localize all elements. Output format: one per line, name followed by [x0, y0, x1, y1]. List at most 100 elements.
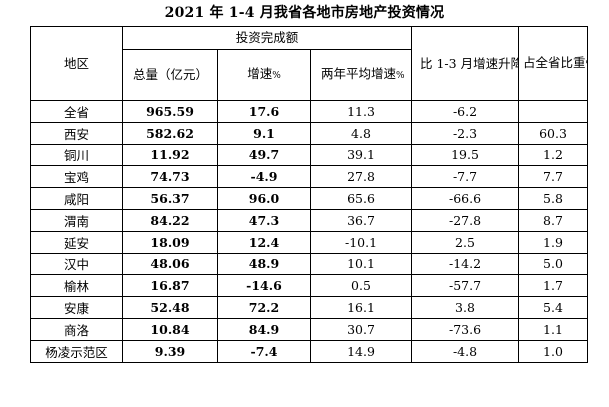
cell-total: 965.59 [122, 100, 218, 123]
cell-region: 咸阳 [30, 187, 123, 210]
cell-total: 9.39 [122, 339, 218, 363]
table-row: 西安 582.62 9.1 4.8 -2.3 60.3 [30, 121, 588, 145]
cell-two-year-avg: 14.9 [310, 339, 412, 363]
table-row: 延安 18.09 12.4 -10.1 2.5 1.9 [30, 230, 588, 254]
header-share: 占全省比重% [518, 26, 588, 101]
cell-growth: -4.9 [217, 165, 311, 189]
cell-total: 582.62 [122, 121, 218, 145]
cell-two-year-avg: 30.7 [310, 317, 412, 341]
cell-share [518, 100, 588, 123]
header-row-1: 地区 投资完成额 比 1-3 月增速升降百分点 占全省比重% [30, 26, 588, 101]
cell-region: 渭南 [30, 208, 123, 232]
cell-change: 2.5 [411, 230, 519, 254]
table-row: 杨凌示范区 9.39 -7.4 14.9 -4.8 1.0 [30, 339, 588, 363]
cell-growth: 49.7 [217, 143, 311, 167]
cell-share: 5.0 [518, 252, 588, 276]
cell-total: 84.22 [122, 208, 218, 232]
cell-change: -14.2 [411, 252, 519, 276]
table-row: 全省 965.59 17.6 11.3 -6.2 [30, 100, 588, 123]
cell-share: 7.7 [518, 165, 588, 189]
cell-change: -73.6 [411, 317, 519, 341]
header-growth-unit: % [272, 71, 281, 81]
cell-share: 1.0 [518, 339, 588, 363]
cell-region: 商洛 [30, 317, 123, 341]
cell-two-year-avg: 4.8 [310, 121, 412, 145]
table-row: 榆林 16.87 -14.6 0.5 -57.7 1.7 [30, 274, 588, 298]
cell-growth: 47.3 [217, 208, 311, 232]
cell-total: 74.73 [122, 165, 218, 189]
cell-growth: 72.2 [217, 296, 311, 319]
cell-two-year-avg: 36.7 [310, 208, 412, 232]
investment-table: 地区 投资完成额 比 1-3 月增速升降百分点 占全省比重% 总量（亿元） 增速… [30, 26, 588, 363]
table-row: 铜川 11.92 49.7 39.1 19.5 1.2 [30, 143, 588, 167]
table-title: 2021 年 1-4 月我省各地市房地产投资情况 [164, 5, 445, 21]
cell-share: 1.1 [518, 317, 588, 341]
cell-change: 3.8 [411, 296, 519, 319]
cell-growth: 17.6 [217, 100, 311, 123]
cell-region: 安康 [30, 296, 123, 319]
cell-two-year-avg: 27.8 [310, 165, 412, 189]
cell-growth: 12.4 [217, 230, 311, 254]
cell-region: 全省 [30, 100, 123, 123]
cell-change: -7.7 [411, 165, 519, 189]
table-row: 渭南 84.22 47.3 36.7 -27.8 8.7 [30, 208, 588, 232]
cell-two-year-avg: 11.3 [310, 100, 412, 123]
cell-total: 52.48 [122, 296, 218, 319]
cell-share: 1.2 [518, 143, 588, 167]
cell-share: 5.8 [518, 187, 588, 210]
cell-share: 8.7 [518, 208, 588, 232]
cell-share: 1.9 [518, 230, 588, 254]
cell-total: 48.06 [122, 252, 218, 276]
cell-region: 杨凌示范区 [30, 339, 123, 363]
header-two-year-avg-label: 两年平均增速 [321, 66, 397, 81]
cell-two-year-avg: -10.1 [310, 230, 412, 254]
header-total: 总量（亿元） [122, 49, 218, 101]
cell-two-year-avg: 39.1 [310, 143, 412, 167]
cell-change: 19.5 [411, 143, 519, 167]
cell-growth: -7.4 [217, 339, 311, 363]
cell-change: -4.8 [411, 339, 519, 363]
cell-change: -27.8 [411, 208, 519, 232]
header-region: 地区 [30, 26, 123, 101]
cell-share: 1.7 [518, 274, 588, 298]
header-row-2: 总量（亿元） 增速% 两年平均增速% [31, 49, 588, 101]
cell-change: -66.6 [411, 187, 519, 210]
table-row: 安康 52.48 72.2 16.1 3.8 5.4 [30, 296, 588, 319]
table-row: 咸阳 56.37 96.0 65.6 -66.6 5.8 [30, 187, 588, 210]
cell-change: -57.7 [411, 274, 519, 298]
cell-change: -6.2 [411, 100, 519, 123]
header-investment-group: 投资完成额 [122, 26, 412, 50]
cell-growth: 96.0 [217, 187, 311, 210]
cell-share: 5.4 [518, 296, 588, 319]
cell-region: 西安 [30, 121, 123, 145]
cell-total: 16.87 [122, 274, 218, 298]
cell-total: 10.84 [122, 317, 218, 341]
cell-change: -2.3 [411, 121, 519, 145]
cell-growth: 84.9 [217, 317, 311, 341]
cell-region: 延安 [30, 230, 123, 254]
cell-region: 汉中 [30, 252, 123, 276]
header-two-year-avg-unit: % [396, 71, 405, 81]
header-change-vs-q1: 比 1-3 月增速升降百分点 [411, 26, 519, 101]
cell-total: 18.09 [122, 230, 218, 254]
cell-share: 60.3 [518, 121, 588, 145]
cell-two-year-avg: 0.5 [310, 274, 412, 298]
header-two-year-avg: 两年平均增速% [310, 49, 412, 101]
cell-growth: 9.1 [217, 121, 311, 145]
cell-total: 11.92 [122, 143, 218, 167]
header-share-label: 占全省比重 [523, 54, 586, 70]
cell-total: 56.37 [122, 187, 218, 210]
table-row: 汉中 48.06 48.9 10.1 -14.2 5.0 [30, 252, 588, 276]
cell-growth: -14.6 [217, 274, 311, 298]
cell-two-year-avg: 16.1 [310, 296, 412, 319]
cell-region: 铜川 [30, 143, 123, 167]
header-growth-label: 增速 [247, 66, 273, 81]
table-row: 商洛 10.84 84.9 30.7 -73.6 1.1 [30, 317, 588, 341]
table-row: 宝鸡 74.73 -4.9 27.8 -7.7 7.7 [30, 165, 588, 189]
header-share-unit: % [586, 60, 587, 70]
cell-region: 榆林 [30, 274, 123, 298]
cell-region: 宝鸡 [30, 165, 123, 189]
cell-two-year-avg: 65.6 [310, 187, 412, 210]
cell-growth: 48.9 [217, 252, 311, 276]
cell-two-year-avg: 10.1 [310, 252, 412, 276]
